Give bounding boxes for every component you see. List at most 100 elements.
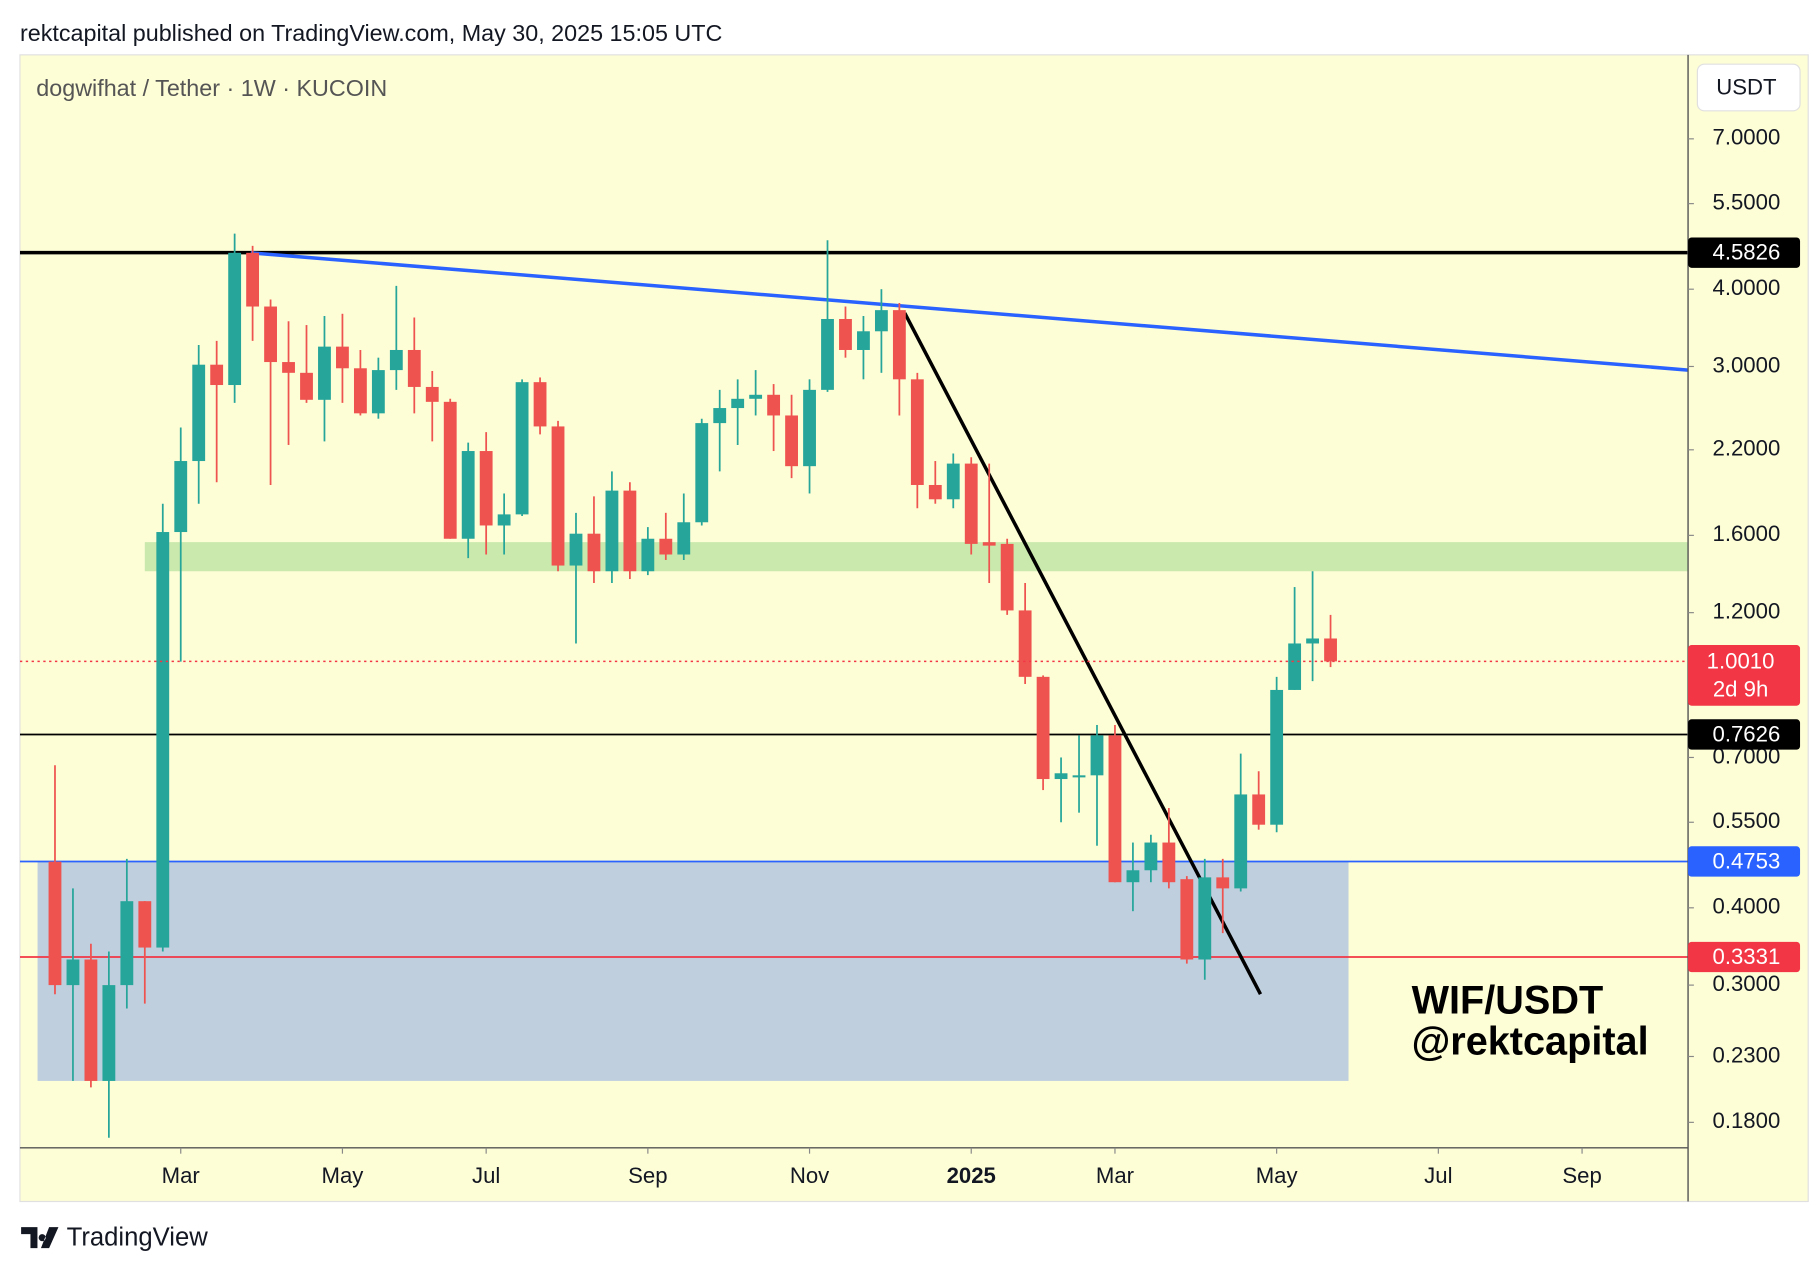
candle-body <box>192 364 206 462</box>
candle-body <box>1108 735 1122 883</box>
y-tick-label: 1.6000 <box>1712 521 1780 546</box>
candle-body <box>964 463 978 544</box>
y-tick-label: 3.0000 <box>1712 352 1780 377</box>
watermark-author: @rektcapital <box>1412 1020 1649 1064</box>
candle-body <box>497 514 511 526</box>
candle-body <box>264 306 277 363</box>
level-tag <box>1688 237 1801 268</box>
candle-body <box>749 394 763 399</box>
candle-body <box>1198 877 1212 960</box>
candle-body <box>48 861 62 986</box>
level-tag <box>1688 941 1801 973</box>
candle-body <box>587 533 601 572</box>
candle-body <box>336 346 349 369</box>
x-tick-label: Mar <box>1096 1163 1135 1188</box>
candle-body <box>515 382 529 515</box>
candle-body <box>1324 638 1337 662</box>
candle-body <box>246 252 260 307</box>
candle-body <box>461 451 475 539</box>
candle-body <box>1054 773 1068 780</box>
candle-body <box>1000 543 1014 611</box>
x-tick-label: Nov <box>790 1163 829 1188</box>
candle-body <box>892 310 906 380</box>
y-tick-label: 0.2300 <box>1712 1042 1780 1067</box>
candle-body <box>677 522 691 555</box>
level-tag <box>1688 719 1801 750</box>
x-tick-label: Sep <box>628 1163 667 1188</box>
candle-body <box>353 368 367 414</box>
y-tick-label: 2.2000 <box>1712 436 1780 461</box>
zone <box>144 542 1689 572</box>
candle-body <box>713 408 727 424</box>
candle-body <box>659 538 673 555</box>
candle-body <box>982 542 996 546</box>
y-tick-label: 1.2000 <box>1712 599 1780 624</box>
candle-body <box>928 484 942 500</box>
candle-body <box>821 318 834 390</box>
candle-body <box>1306 638 1319 644</box>
candle-body <box>1162 842 1176 883</box>
candle-body <box>1018 610 1032 677</box>
x-tick-label: May <box>1256 1163 1299 1188</box>
y-tick-label: 4.0000 <box>1712 275 1780 300</box>
footer-brand: TradingView <box>67 1224 209 1252</box>
candle-body <box>479 451 493 526</box>
candle-body <box>66 959 80 986</box>
candle-body <box>1252 794 1266 825</box>
y-tick-label: 0.3000 <box>1712 971 1780 996</box>
level-label: 0.7626 <box>1712 721 1780 746</box>
candle-body <box>1144 842 1158 871</box>
candle-body <box>695 423 709 523</box>
candle-body <box>533 382 547 427</box>
candle-body <box>300 372 313 400</box>
candle-body <box>228 252 242 386</box>
candle-body <box>174 461 188 533</box>
candle-body <box>551 426 565 566</box>
y-tick-label: 0.5500 <box>1712 808 1780 833</box>
candle-body <box>407 349 421 387</box>
candle-body <box>605 490 619 572</box>
candle-body <box>120 901 134 986</box>
candle-body <box>84 959 98 1081</box>
level-label: 0.4753 <box>1712 849 1780 874</box>
y-tick-label: 5.5000 <box>1712 189 1780 214</box>
candle-body <box>569 533 583 566</box>
candle-body <box>1126 870 1140 883</box>
candle-body <box>767 394 781 416</box>
level-label: 0.3331 <box>1712 944 1780 969</box>
candle-body <box>803 389 816 467</box>
candle-body <box>156 532 170 948</box>
candle-body <box>1036 676 1050 780</box>
candle-body <box>443 401 457 539</box>
y-tick-label: 0.4000 <box>1712 894 1780 919</box>
candle-body <box>641 538 655 572</box>
plot-area <box>19 233 1689 1138</box>
candle-body <box>318 346 331 400</box>
x-tick-label: Mar <box>162 1163 201 1188</box>
candle-body <box>1216 877 1230 889</box>
x-tick-label: Sep <box>1562 1163 1601 1188</box>
candle-body <box>425 386 439 402</box>
candle-body <box>857 331 870 350</box>
last-price-tag <box>1688 645 1801 706</box>
level-tag <box>1688 846 1801 877</box>
candle-body <box>389 349 403 371</box>
currency-label[interactable]: USDT <box>1716 75 1777 100</box>
candle-body <box>731 398 745 409</box>
candle-body <box>138 901 152 948</box>
currency-box[interactable] <box>1696 63 1801 112</box>
candle-body <box>1270 689 1284 825</box>
level-label: 4.5826 <box>1712 240 1780 265</box>
y-tick-label: 7.0000 <box>1712 125 1780 150</box>
candle-body <box>946 463 960 500</box>
watermark-pair: WIF/USDT <box>1412 979 1604 1023</box>
countdown-label: 2d 9h <box>1713 676 1768 701</box>
x-tick-label: Jul <box>472 1163 500 1188</box>
last-price-label: 1.0010 <box>1707 648 1775 673</box>
candle-body <box>102 985 116 1081</box>
x-tick-label: 2025 <box>947 1163 996 1188</box>
trendline <box>250 251 1689 372</box>
symbol-title: dogwifhat / Tether · 1W · KUCOIN <box>36 75 387 101</box>
